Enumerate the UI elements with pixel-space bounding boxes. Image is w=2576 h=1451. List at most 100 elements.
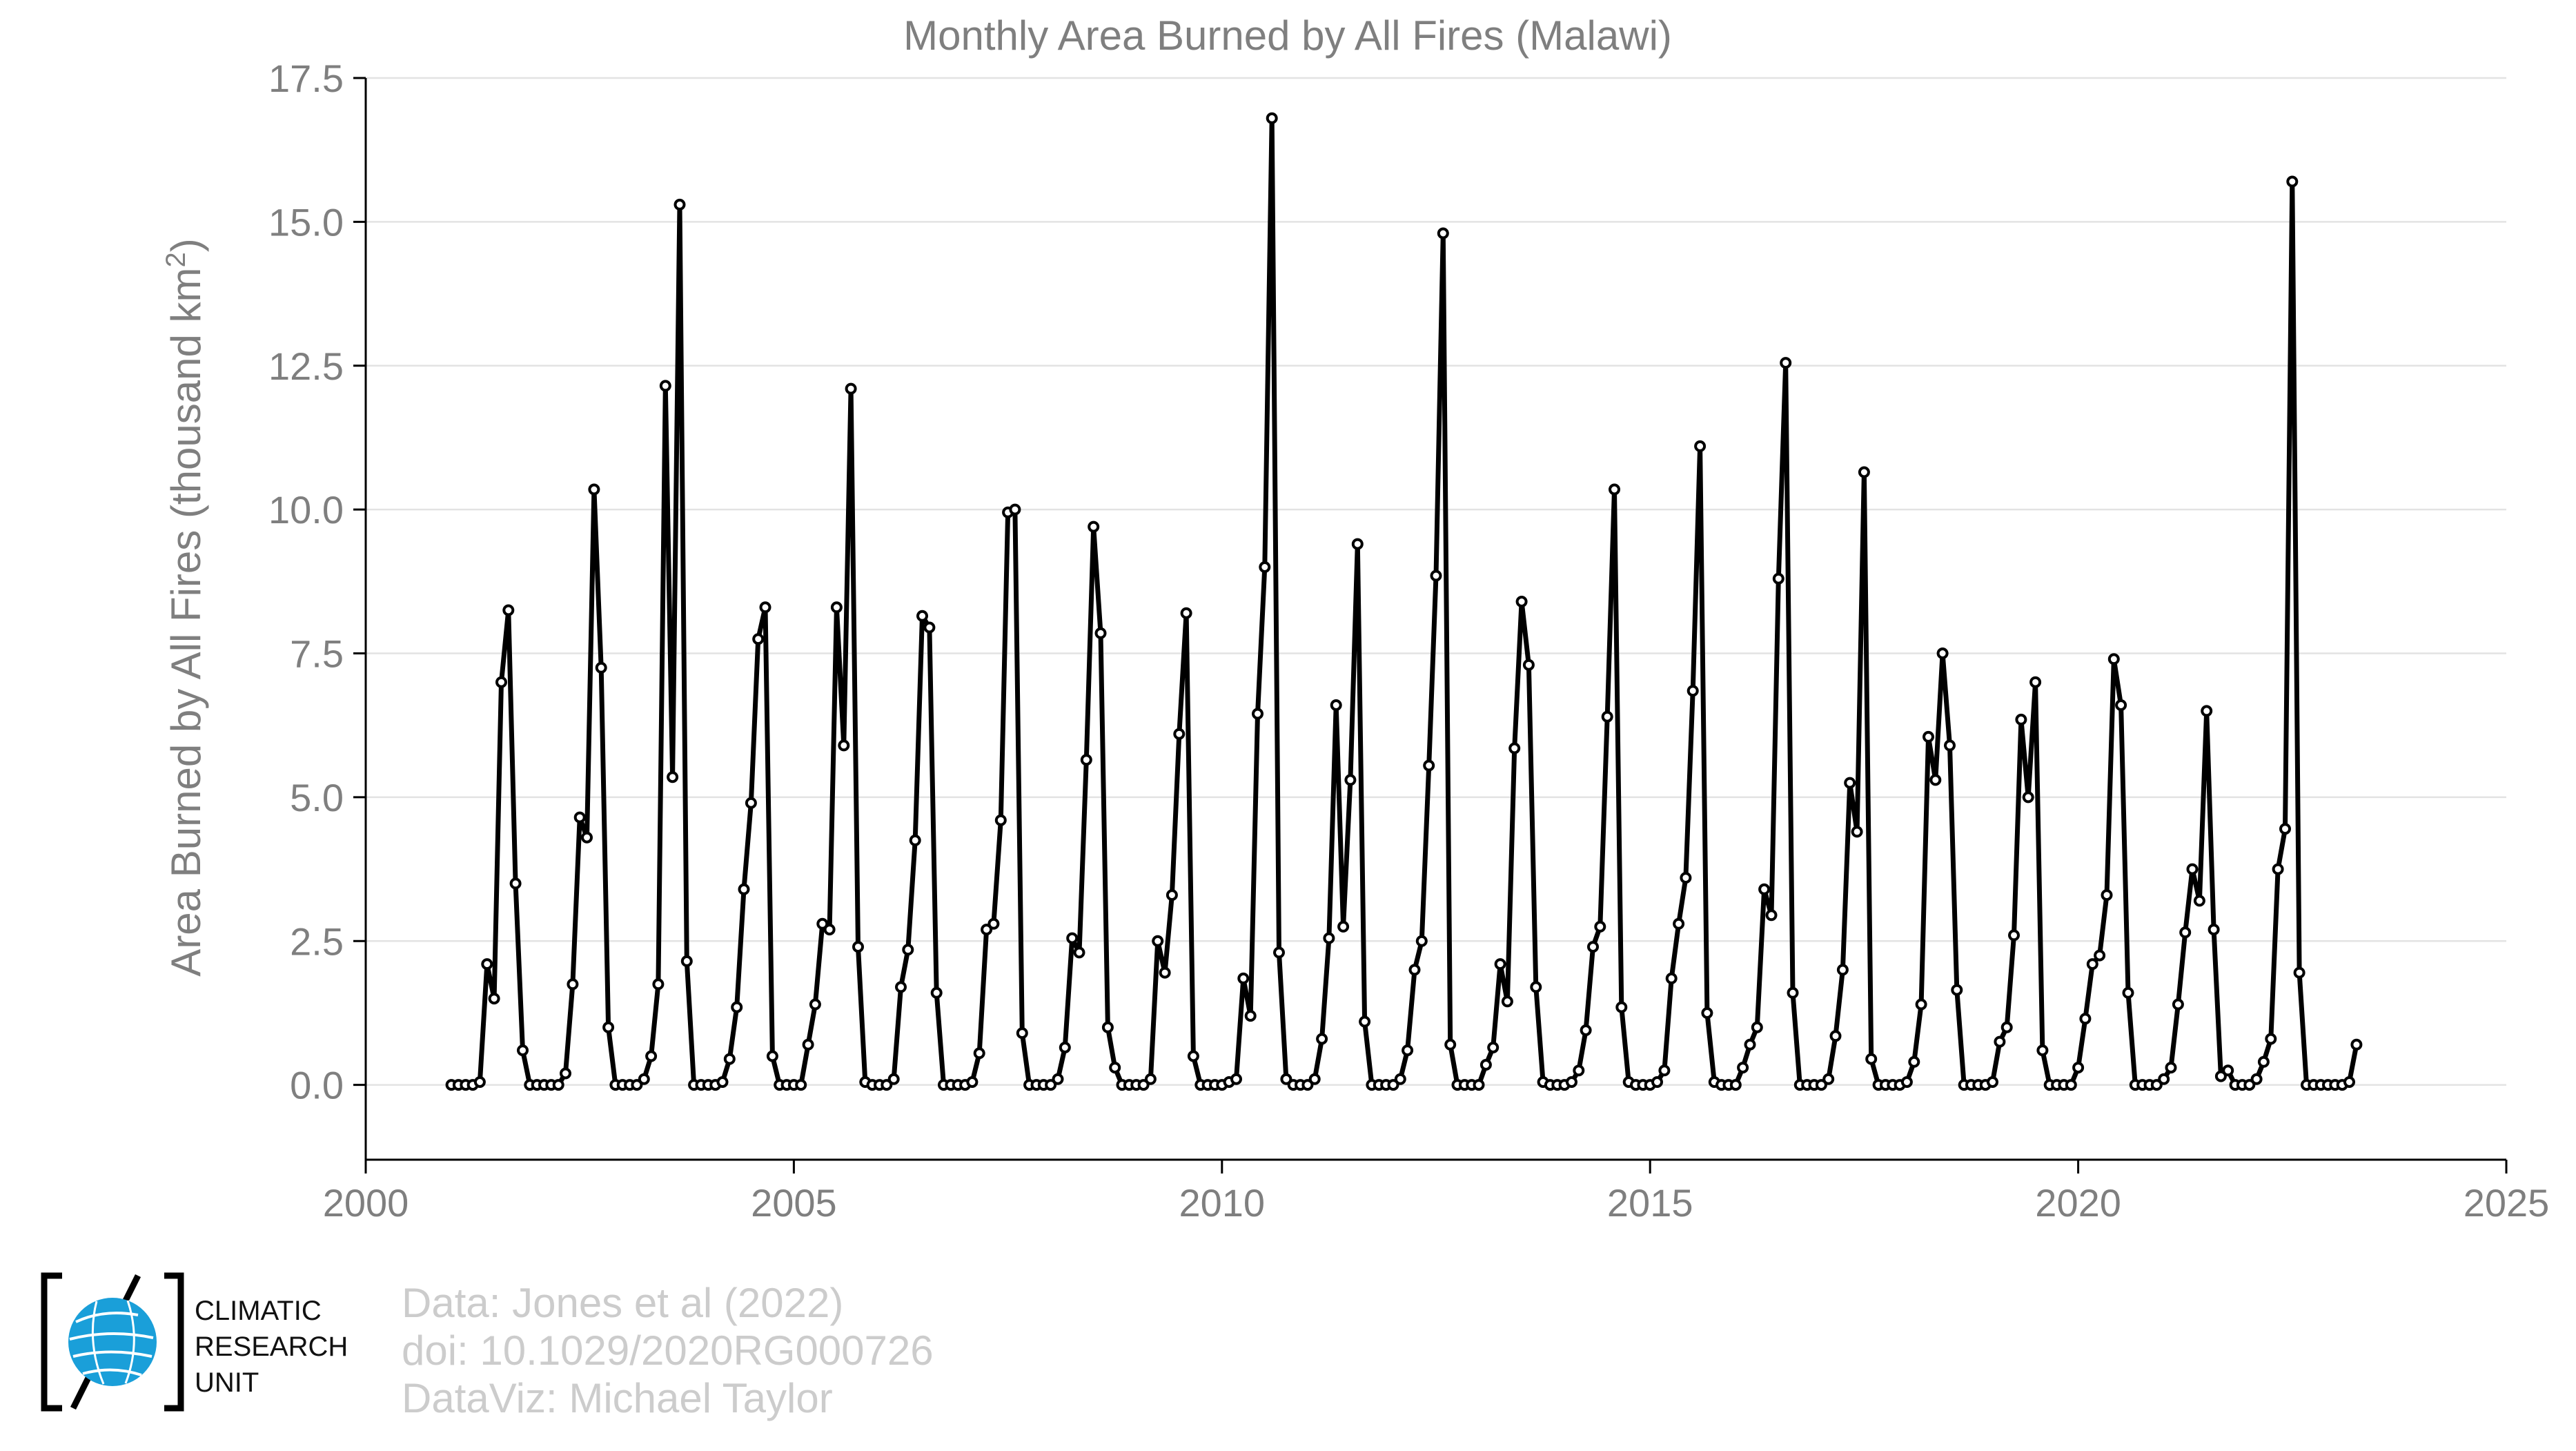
data-point [2022,791,2034,804]
data-point [1787,986,1799,999]
x-tick-label: 2020 [2035,1181,2121,1225]
data-point [1351,538,1364,550]
data-point [1402,1044,1414,1057]
globe-icon [68,1298,157,1386]
data-point [595,661,607,674]
data-point [2350,1038,2363,1051]
data-point [1330,699,1342,711]
data-point [845,382,857,395]
data-point [738,883,750,895]
data-point [1566,1076,1577,1088]
data-point [716,1076,729,1088]
data-point [973,1047,985,1060]
data-point [1687,685,1699,697]
data-point [881,1079,893,1091]
data-point [1137,1079,1150,1091]
data-point [1780,357,1792,369]
data-point [1522,659,1535,671]
data-point [1951,984,1963,996]
data-point [852,941,864,953]
data-point [1929,774,1942,786]
data-point [1944,739,1956,752]
data-point [1915,998,1927,1011]
data-point [1088,520,1100,533]
x-tick-label: 2010 [1179,1181,1266,1225]
data-point [638,1073,650,1085]
logo-bracket-right [164,1272,184,1412]
data-point [488,993,500,1005]
data-point [1758,883,1771,895]
data-point [588,483,600,496]
y-axis-label-main: Area Burned by All Fires (thousand km [163,268,209,977]
data-point [1052,1073,1064,1085]
data-point [1836,964,1849,976]
data-point [1487,1042,1500,1053]
data-point [1665,972,1678,984]
data-point [1444,1038,1457,1051]
x-tick-label: 2025 [2464,1181,2550,1225]
data-point [1858,466,1870,478]
data-point [2265,1033,2277,1045]
data-point [1851,826,1863,838]
data-point [2122,986,2134,999]
data-point [759,601,771,614]
data-point [674,198,686,211]
data-point [1580,1024,1592,1036]
data-point [2272,863,2284,875]
data-point [495,676,507,688]
logo-slash-bottom [70,1376,92,1410]
data-point [2029,676,2042,688]
data-point [1237,972,1250,984]
data-point [2286,175,2299,188]
data-point [1187,1050,1199,1062]
data-point [823,924,836,936]
data-point [887,1073,900,1085]
data-point [1473,1079,1485,1091]
cru-logo: CLIMATIC RESEARCH UNIT [41,1272,348,1412]
data-point [2179,926,2192,939]
data-point [1252,708,1264,720]
data-point [1494,958,1506,971]
data-point [1387,1079,1399,1091]
data-point [752,633,765,645]
data-point [2015,713,2027,726]
data-point [1009,503,1021,516]
data-point [1744,1038,1756,1051]
data-point [1737,1062,1749,1074]
data-point [2279,823,2291,835]
data-point [2172,998,2184,1011]
data-point [902,944,914,956]
data-point [1844,777,1856,789]
data-point [1045,1079,1057,1091]
data-point [1765,909,1778,922]
x-tick-label: 2015 [1607,1181,1693,1225]
x-tick-label: 2005 [751,1181,837,1225]
data-point [1180,607,1192,619]
data-point [581,831,593,844]
data-point [1680,872,1692,884]
logo-line-3: UNIT [195,1367,259,1398]
data-point [1094,627,1107,639]
data-point [1815,1079,1827,1091]
data-point [1573,1064,1585,1077]
y-axis-label-suffix: ) [163,238,209,252]
data-point [2072,1062,2085,1074]
data-point [2000,1021,2013,1033]
y-tick-label: 0.0 [290,1064,344,1107]
data-point [1344,774,1357,786]
data-point [2107,653,2120,665]
data-point [552,1079,564,1091]
x-tick-label: 2000 [323,1181,409,1225]
data-point [731,1001,743,1013]
logo-line-1: CLIMATIC [195,1296,322,1326]
series-line [451,115,2359,1088]
data-point [1244,1010,1257,1022]
data-point [1936,647,1949,659]
data-point [809,998,821,1011]
data-point [1479,1059,1492,1071]
data-point [1408,964,1421,976]
data-point [560,1067,571,1080]
data-point [1673,917,1685,930]
data-point [1430,569,1442,582]
data-point [2257,1055,2270,1068]
